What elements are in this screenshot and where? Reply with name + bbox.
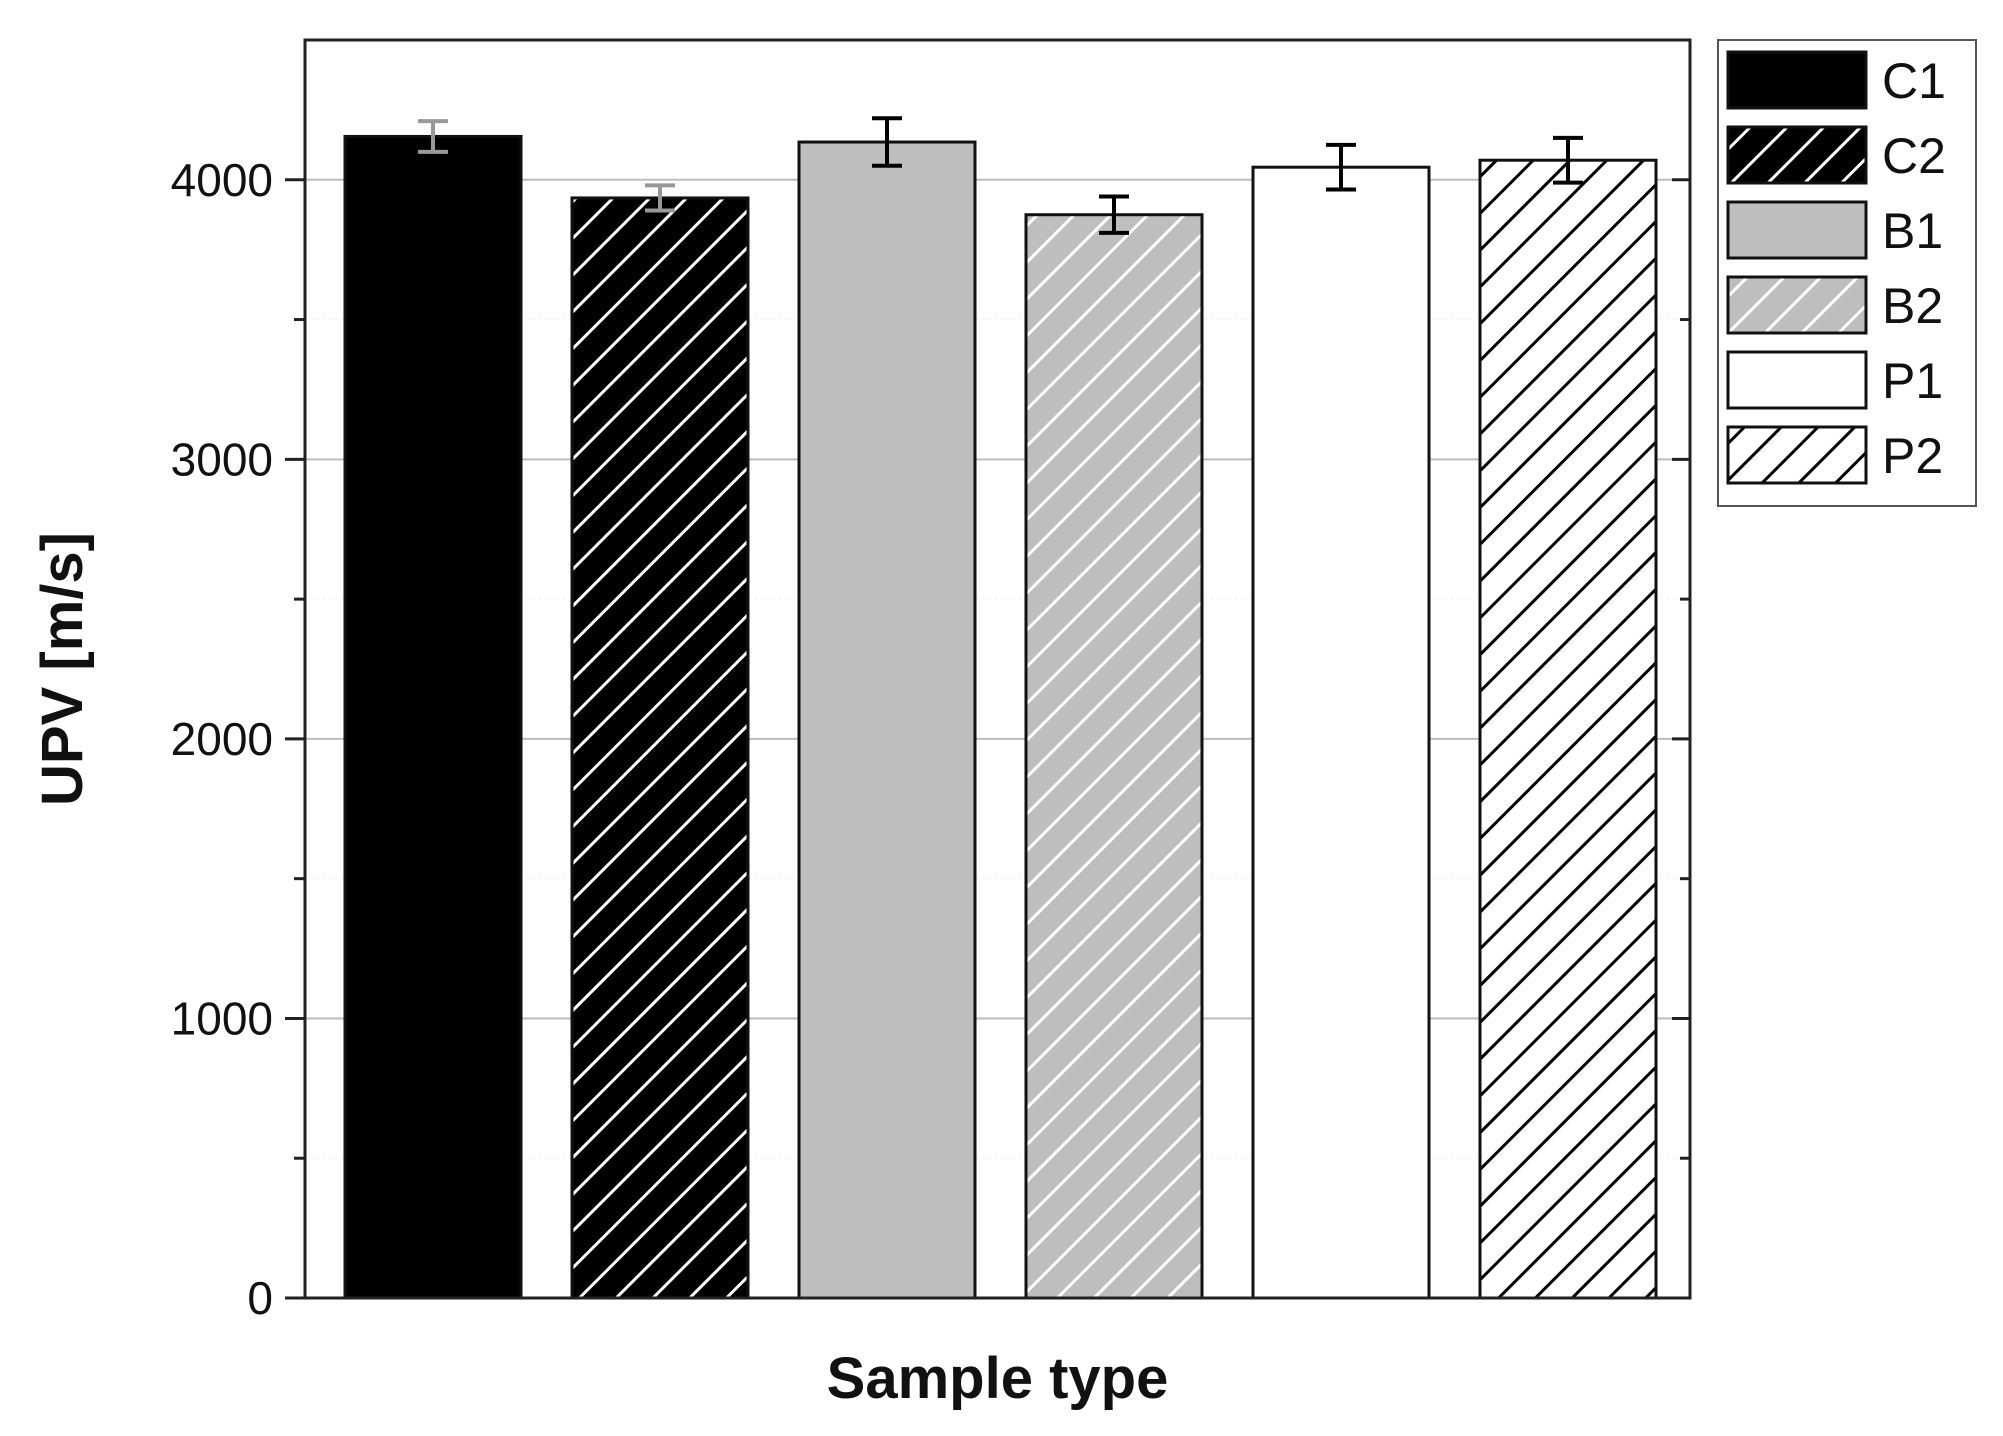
- bar-B1: [797, 140, 977, 1300]
- bar-P2: [1478, 158, 1658, 1300]
- legend-swatch: [1726, 275, 1868, 335]
- error-bar-P1: [1326, 142, 1356, 192]
- legend-item-C2: C2: [1726, 125, 1946, 185]
- error-bar-C1: [418, 119, 448, 154]
- legend-item-P2: P2: [1726, 425, 1943, 485]
- plot-frame: [303, 38, 1692, 1300]
- error-bar-C2: [645, 183, 675, 213]
- legend-label: B1: [1882, 203, 1943, 259]
- axes: [303, 38, 1692, 1300]
- legend-swatch: [1726, 425, 1868, 485]
- bar-B2: [1024, 213, 1204, 1300]
- legend-swatch: [1726, 125, 1868, 185]
- error-bar-P2: [1553, 135, 1583, 185]
- legend-label: B2: [1882, 278, 1943, 334]
- legend-item-B1: B1: [1726, 200, 1943, 260]
- y-tick-label: 2000: [171, 713, 273, 765]
- error-bars: [418, 116, 1583, 235]
- legend-label: P2: [1882, 428, 1943, 484]
- x-axis-title: Sample type: [827, 1346, 1169, 1411]
- legend-swatch: [1726, 350, 1868, 410]
- legend-item-C1: C1: [1726, 50, 1946, 110]
- y-ticks: 0 1000 2000 3000 4000: [171, 154, 1690, 1324]
- legend: C1 C2 B1 B2 P1 P2: [1717, 39, 1977, 507]
- legend-label: C1: [1882, 53, 1946, 109]
- legend-label: C2: [1882, 128, 1946, 184]
- bars: [343, 134, 1658, 1300]
- y-tick-label: 3000: [171, 433, 273, 485]
- legend-swatch: [1726, 200, 1868, 260]
- y-tick-label: 4000: [171, 154, 273, 206]
- error-bar-B1: [872, 116, 902, 168]
- y-axis-title: UPV [m/s]: [30, 532, 95, 806]
- y-tick-label: 0: [247, 1272, 273, 1324]
- legend-item-P1: P1: [1726, 350, 1943, 410]
- legend-swatch: [1726, 50, 1868, 110]
- bar-C2: [570, 196, 750, 1300]
- legend-item-B2: B2: [1726, 275, 1943, 335]
- y-tick-label: 1000: [171, 992, 273, 1044]
- error-bar-B2: [1099, 194, 1129, 235]
- bar-C1: [343, 134, 523, 1300]
- bar-P1: [1251, 165, 1431, 1300]
- gridlines: [305, 178, 1690, 1159]
- legend-label: P1: [1882, 353, 1943, 409]
